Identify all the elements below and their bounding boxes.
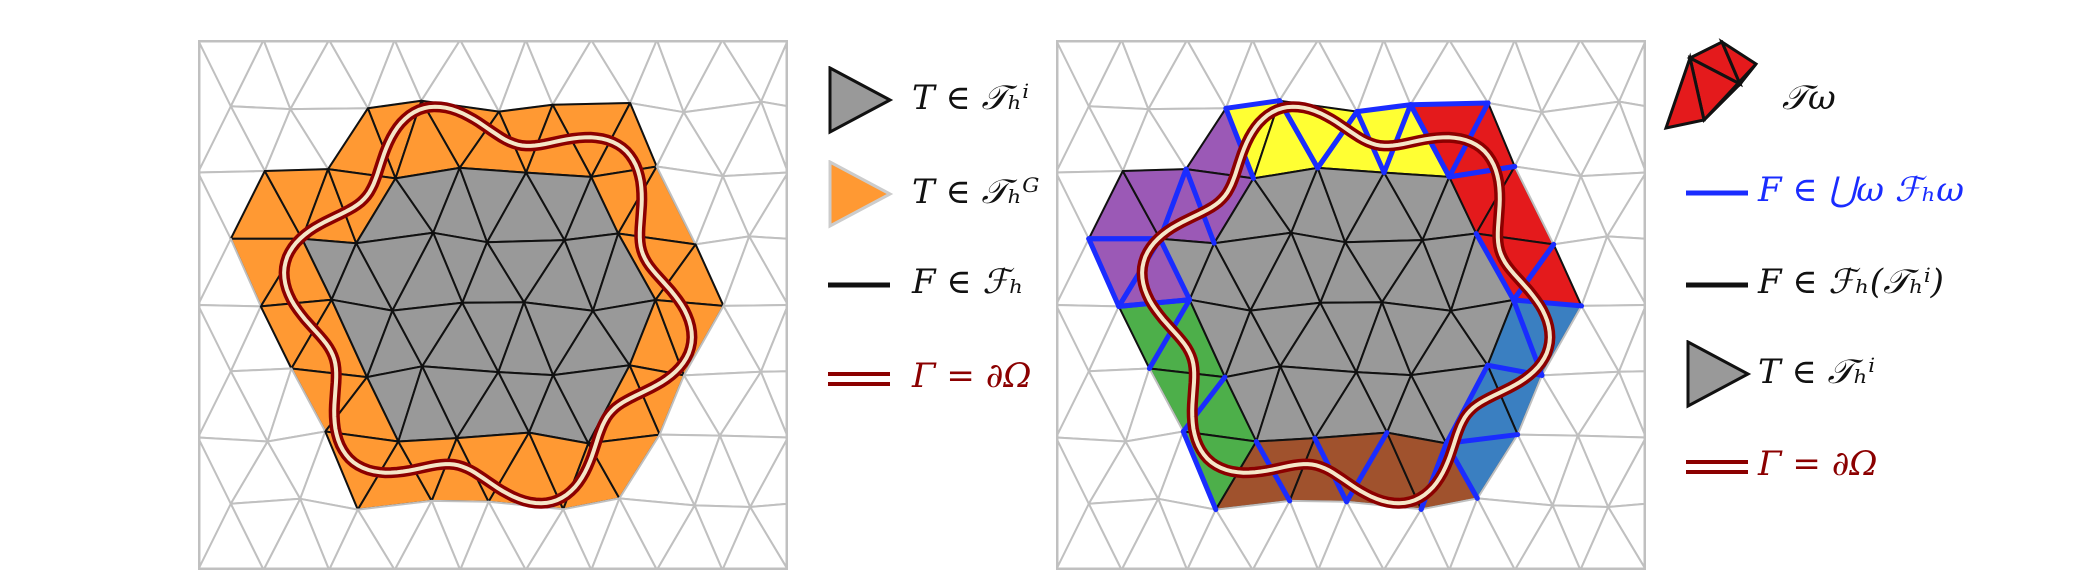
background-cell — [1382, 508, 1451, 570]
ghost-face — [1511, 241, 1557, 303]
right-mesh-svg — [1056, 40, 1646, 570]
background-cell — [1448, 497, 1516, 570]
mesh-frame — [1056, 40, 1646, 570]
ghost-face — [1408, 100, 1491, 108]
grey-triangle-icon-right — [1686, 340, 1752, 409]
grey-triangle-icon — [828, 66, 894, 135]
right-mesh-panel — [1056, 40, 1646, 570]
red-patch-icon — [1663, 38, 1759, 131]
blue-line-icon — [1686, 190, 1748, 196]
background-cell — [590, 497, 658, 570]
background-cell — [655, 504, 724, 570]
left-mesh-panel — [198, 40, 788, 570]
legend-label-patch: 𝒯ω — [1782, 78, 1836, 118]
mesh-frame — [198, 40, 788, 570]
ghost-faces — [1086, 98, 1585, 513]
legend-label-interior-cells-right: T ∈ 𝒯ₕⁱ — [1758, 352, 1876, 392]
mesh-cells — [1056, 40, 1646, 570]
double-red-line-icon-right — [1686, 460, 1748, 474]
background-cell — [1056, 502, 1123, 570]
black-line-icon-right — [1686, 282, 1748, 288]
background-cell — [393, 499, 462, 570]
legend-label-interior-faces: F ∈ ℱₕ(𝒯ₕⁱ) — [1758, 262, 1944, 302]
mesh-cells — [198, 40, 788, 570]
legend-label-faces: F ∈ ℱₕ — [912, 262, 1024, 302]
background-cell — [1579, 506, 1646, 570]
background-cell — [524, 508, 593, 570]
ghost-face — [1315, 109, 1360, 171]
black-line-icon — [828, 282, 890, 288]
legend-label-boundary-right: Γ = ∂Ω — [1758, 444, 1878, 484]
ghost-face — [1446, 164, 1518, 180]
left-mesh-svg — [198, 40, 788, 570]
background-cell — [262, 497, 331, 570]
legend-label-ghost-faces: F ∈ ⋃ω ℱₕω — [1758, 170, 1964, 210]
ghost-face — [1381, 102, 1414, 176]
ghost-face — [1354, 102, 1414, 115]
ghost-face — [1511, 297, 1585, 309]
background-cell — [721, 506, 788, 570]
background-cell — [1120, 497, 1189, 570]
legend-label-cut-cells: T ∈ 𝒯ₕᴳ — [912, 172, 1040, 212]
ghost-face — [1223, 105, 1256, 181]
background-cell — [328, 508, 396, 570]
orange-triangle-icon — [828, 160, 894, 229]
background-cell — [198, 502, 265, 570]
background-cell — [1251, 499, 1320, 570]
ghost-face — [1086, 236, 1122, 309]
background-cell — [1186, 508, 1254, 570]
boundary-inner — [1140, 104, 1552, 506]
ghost-face — [1180, 429, 1219, 513]
legend-label-boundary: Γ = ∂Ω — [912, 356, 1032, 396]
double-red-line-icon — [828, 372, 890, 386]
ghost-face — [1473, 231, 1517, 303]
ghost-face — [1223, 98, 1282, 111]
background-cell — [459, 500, 527, 570]
background-cell — [1317, 500, 1385, 570]
boundary-inner — [282, 104, 694, 506]
ghost-face — [1183, 166, 1217, 246]
legend-label-interior-cells: T ∈ 𝒯ₕⁱ — [912, 78, 1030, 118]
background-cell — [1513, 504, 1582, 570]
ghost-face — [1157, 236, 1193, 303]
